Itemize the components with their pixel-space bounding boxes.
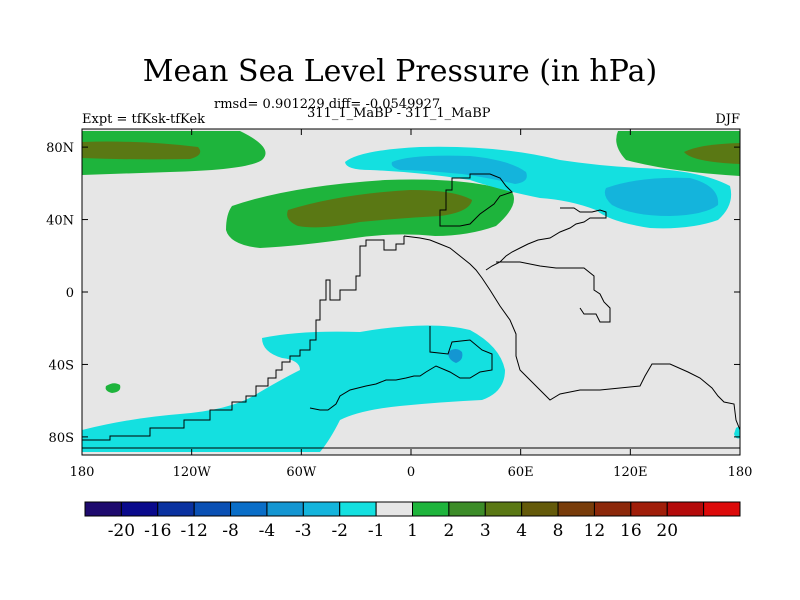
contour-strong-positive-north-atlantic — [287, 190, 472, 228]
colorbar-box — [84, 501, 122, 517]
contour-moderate-negative-eurasia — [604, 177, 719, 216]
colorbar-box — [484, 501, 523, 517]
y-tick-label: 0 — [66, 286, 74, 301]
experiment-label: Expt = tfKsk-tfKek — [82, 112, 205, 127]
colorbar-label: 4 — [516, 521, 527, 541]
x-tick-label: 120W — [173, 465, 212, 480]
colorbar-label: 2 — [443, 521, 454, 541]
colorbar-box — [448, 501, 486, 517]
y-tick-label: 80S — [49, 431, 74, 446]
colorbar-label: -12 — [180, 521, 207, 541]
colorbar-label: 3 — [480, 521, 491, 541]
x-tick-label: 60E — [508, 465, 534, 480]
colorbar-label: -16 — [144, 521, 171, 541]
colorbar-label: -2 — [331, 521, 348, 541]
colorbar-box — [557, 501, 595, 517]
colorbar: -20 -16 -12 -8 -4 -3 -2 -1 1 2 3 4 8 12 16 20 — [84, 501, 741, 541]
colorbar-box — [120, 501, 159, 517]
colorbar-label: 16 — [620, 521, 642, 541]
colorbar-box — [230, 501, 268, 517]
y-axis: 80N 40N 0 40S 80S — [46, 141, 740, 446]
colorbar-box — [412, 501, 450, 517]
colorbar-box — [593, 501, 632, 517]
colorbar-label: -3 — [295, 521, 312, 541]
x-tick-label: 180 — [70, 465, 95, 480]
colorbar-label: 12 — [584, 521, 606, 541]
x-axis: 180 120W 60W 0 60E 120E 180 — [70, 129, 753, 480]
colorbar-box — [630, 501, 668, 517]
colorbar-label: 8 — [553, 521, 564, 541]
colorbar-label: -4 — [259, 521, 276, 541]
contour-strong-positive-arctic-west — [82, 141, 201, 160]
coastline-east-asia — [485, 207, 607, 271]
colorbar-box — [666, 501, 705, 517]
colorbar-box — [302, 501, 341, 517]
x-tick-label: 120E — [613, 465, 647, 480]
contour-strong-negative-south-atlantic — [448, 349, 463, 363]
x-tick-label: 0 — [407, 465, 415, 480]
coastline-north-europe — [439, 173, 513, 227]
colorbar-box — [339, 501, 377, 517]
y-tick-label: 40S — [49, 358, 74, 373]
colorbar-label: -20 — [108, 521, 135, 541]
colorbar-box — [521, 501, 559, 517]
y-tick-label: 40N — [46, 214, 74, 229]
season-label: DJF — [715, 112, 740, 127]
x-tick-label: 60W — [286, 465, 317, 480]
contour-positive-arctic-east — [616, 131, 740, 176]
rmsd-line: rmsd= 0.901229 diff= -0.0549927 — [214, 97, 441, 112]
chart-title: Mean Sea Level Pressure (in hPa) — [142, 54, 658, 89]
x-tick-label: 180 — [728, 465, 753, 480]
colorbar-box — [157, 501, 195, 517]
colorbar-box — [193, 501, 232, 517]
colorbar-label: 1 — [407, 521, 418, 541]
coastline-southeast-asia — [496, 261, 611, 323]
coastline-inner-africa — [309, 326, 493, 411]
contour-moderate-negative-arctic — [391, 155, 527, 184]
colorbar-label: -8 — [222, 521, 239, 541]
y-tick-label: 80N — [46, 141, 74, 156]
contour-strong-positive-arctic-east — [684, 143, 740, 164]
coastline-atlantic-margin — [82, 236, 405, 441]
coastline-africa-west — [403, 235, 740, 431]
period-label: 311_1_MaBP - 311_1_MaBP — [307, 106, 491, 121]
colorbar-box — [703, 501, 741, 517]
colorbar-label: 20 — [656, 521, 678, 541]
colorbar-box — [266, 501, 304, 517]
colorbar-box — [375, 501, 414, 517]
coastlines — [82, 173, 740, 449]
colorbar-label: -1 — [368, 521, 385, 541]
contour-positive-south-pacific — [105, 383, 121, 393]
contour-negative-southeast — [734, 427, 740, 439]
